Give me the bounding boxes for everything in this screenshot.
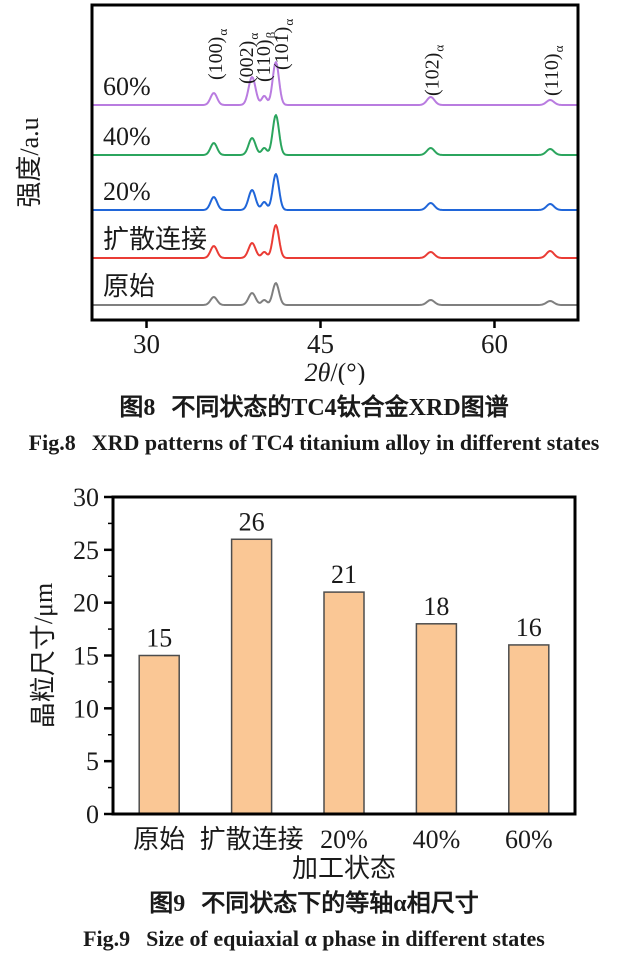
fig8-caption-zh-label: 图8 (119, 395, 156, 421)
xrd-trace-4 (92, 282, 578, 306)
bar-ytick-label: 20 (73, 589, 99, 618)
xrd-trace-3 (92, 224, 578, 259)
bar-ytick-label: 10 (73, 694, 99, 723)
xrd-trace-0 (92, 61, 578, 106)
bar-category-label-2: 20% (320, 825, 368, 854)
fig9-caption-en-label: Fig.9 (83, 926, 131, 951)
xrd-peak-label-3: (101)α (271, 19, 296, 70)
bar-ytick-label: 5 (86, 747, 99, 776)
xrd-xtick-label: 60 (481, 329, 508, 359)
fig8-caption-en-label: Fig.8 (28, 430, 76, 455)
xrd-peak-label-4: (102)α (422, 45, 447, 96)
bar-category-label-4: 60% (505, 825, 553, 854)
xrd-peak-label-1: (002)α (236, 33, 261, 84)
bar-category-label-0: 原始 (133, 825, 185, 854)
xrd-trace-label-2: 20% (103, 177, 151, 206)
xrd-trace-label-1: 40% (103, 122, 151, 151)
bar-value-label-1: 26 (239, 507, 265, 536)
bar-value-label-3: 18 (423, 592, 449, 621)
xrd-trace-2 (92, 173, 578, 211)
fig9-caption-en: Fig.9 Size of equiaxial α phase in differ… (0, 925, 628, 953)
bar-1 (230, 538, 273, 815)
bar-ytick-label: 15 (73, 642, 99, 671)
xrd-xtick-label: 45 (307, 329, 334, 359)
fig9-caption-zh: 图9 不同状态下的等轴α相尺寸 (0, 889, 628, 919)
bar-0 (138, 654, 180, 815)
xrd-trace-label-3: 扩散连接 (103, 225, 207, 254)
bar-xaxis-title: 加工状态 (292, 854, 396, 883)
fig8-caption-en: Fig.8 XRD patterns of TC4 titanium alloy … (0, 429, 628, 457)
xrd-peak-label-5: (110)α (541, 45, 566, 96)
bar-category-label-1: 扩散连接 (200, 825, 304, 854)
bar-value-label-4: 16 (516, 613, 542, 642)
bar-value-label-2: 21 (331, 560, 357, 589)
xrd-trace-label-0: 60% (103, 72, 151, 101)
fig8-caption-zh-text: 不同状态的TC4钛合金XRD图谱 (171, 395, 509, 421)
xrd-trace-1 (92, 114, 578, 156)
bar-value-label-0: 15 (146, 624, 172, 653)
bar-ytick-label: 30 (73, 483, 99, 512)
xrd-xtick-label: 30 (133, 329, 160, 359)
xrd-peak-label-0: (100)α (205, 29, 230, 80)
bar-4 (508, 644, 550, 815)
bar-3 (415, 623, 458, 815)
xrd-xaxis-title: 2θ/(°) (305, 358, 366, 385)
fig9-caption-zh-label: 图9 (149, 891, 186, 917)
bar-ytick-label: 0 (86, 800, 99, 829)
fig9-caption-zh-text: 不同状态下的等轴α相尺寸 (201, 891, 479, 917)
bar-category-label-3: 40% (413, 825, 461, 854)
bar-yaxis-title: 晶粒尺寸/μm (29, 583, 58, 728)
xrd-peak-label-2: (110)β (253, 31, 278, 82)
fig8-caption-zh: 图8 不同状态的TC4钛合金XRD图谱 (0, 393, 628, 423)
xrd-trace-label-4: 原始 (103, 272, 155, 301)
fig9-caption-en-text: Size of equiaxial α phase in different s… (146, 926, 545, 951)
bar-2 (323, 591, 365, 815)
xrd-yaxis-title: 强度/a.u (15, 117, 44, 207)
grain-size-bar-chart: 15 原始 26 扩散连接 21 20% 18 40% 16 60% 0 5 10 15 20 25 30 加工状… (29, 483, 577, 883)
bar-ytick-label: 25 (73, 536, 99, 565)
xrd-plot-border (90, 3, 580, 322)
fig8-caption-en-text: XRD patterns of TC4 titanium alloy in di… (91, 430, 600, 455)
